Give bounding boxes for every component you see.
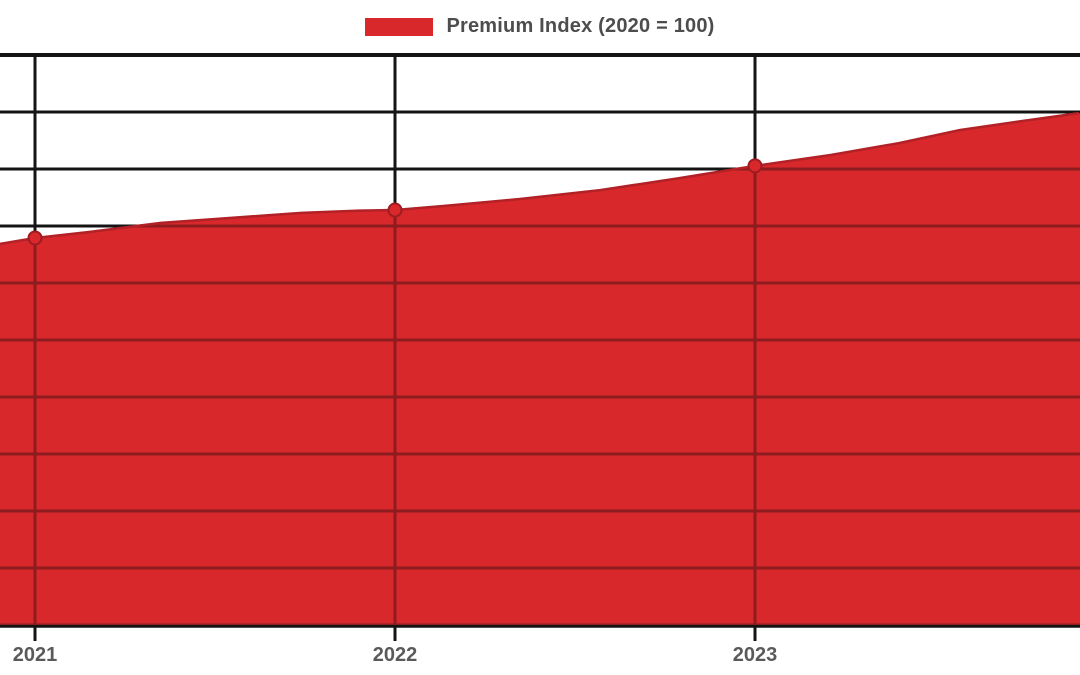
series-line: [0, 111, 1080, 246]
x-axis-label-2021: 2021: [12, 644, 58, 666]
data-point-markers: [27, 158, 763, 246]
x-axis-ticks: [33, 626, 757, 641]
x-axis-label-2023: 2023: [732, 644, 778, 666]
data-point-marker: [27, 230, 43, 246]
x-axis-label-2022: 2022: [372, 644, 418, 666]
legend-label: Premium Index (2020 = 100): [446, 15, 715, 37]
legend-swatch: [365, 17, 434, 36]
series-area: [0, 113, 1080, 625]
data-point-marker: [747, 158, 763, 174]
legend-item[interactable]: Premium Index (2020 = 100): [0, 15, 1080, 38]
data-point-marker: [387, 202, 403, 218]
